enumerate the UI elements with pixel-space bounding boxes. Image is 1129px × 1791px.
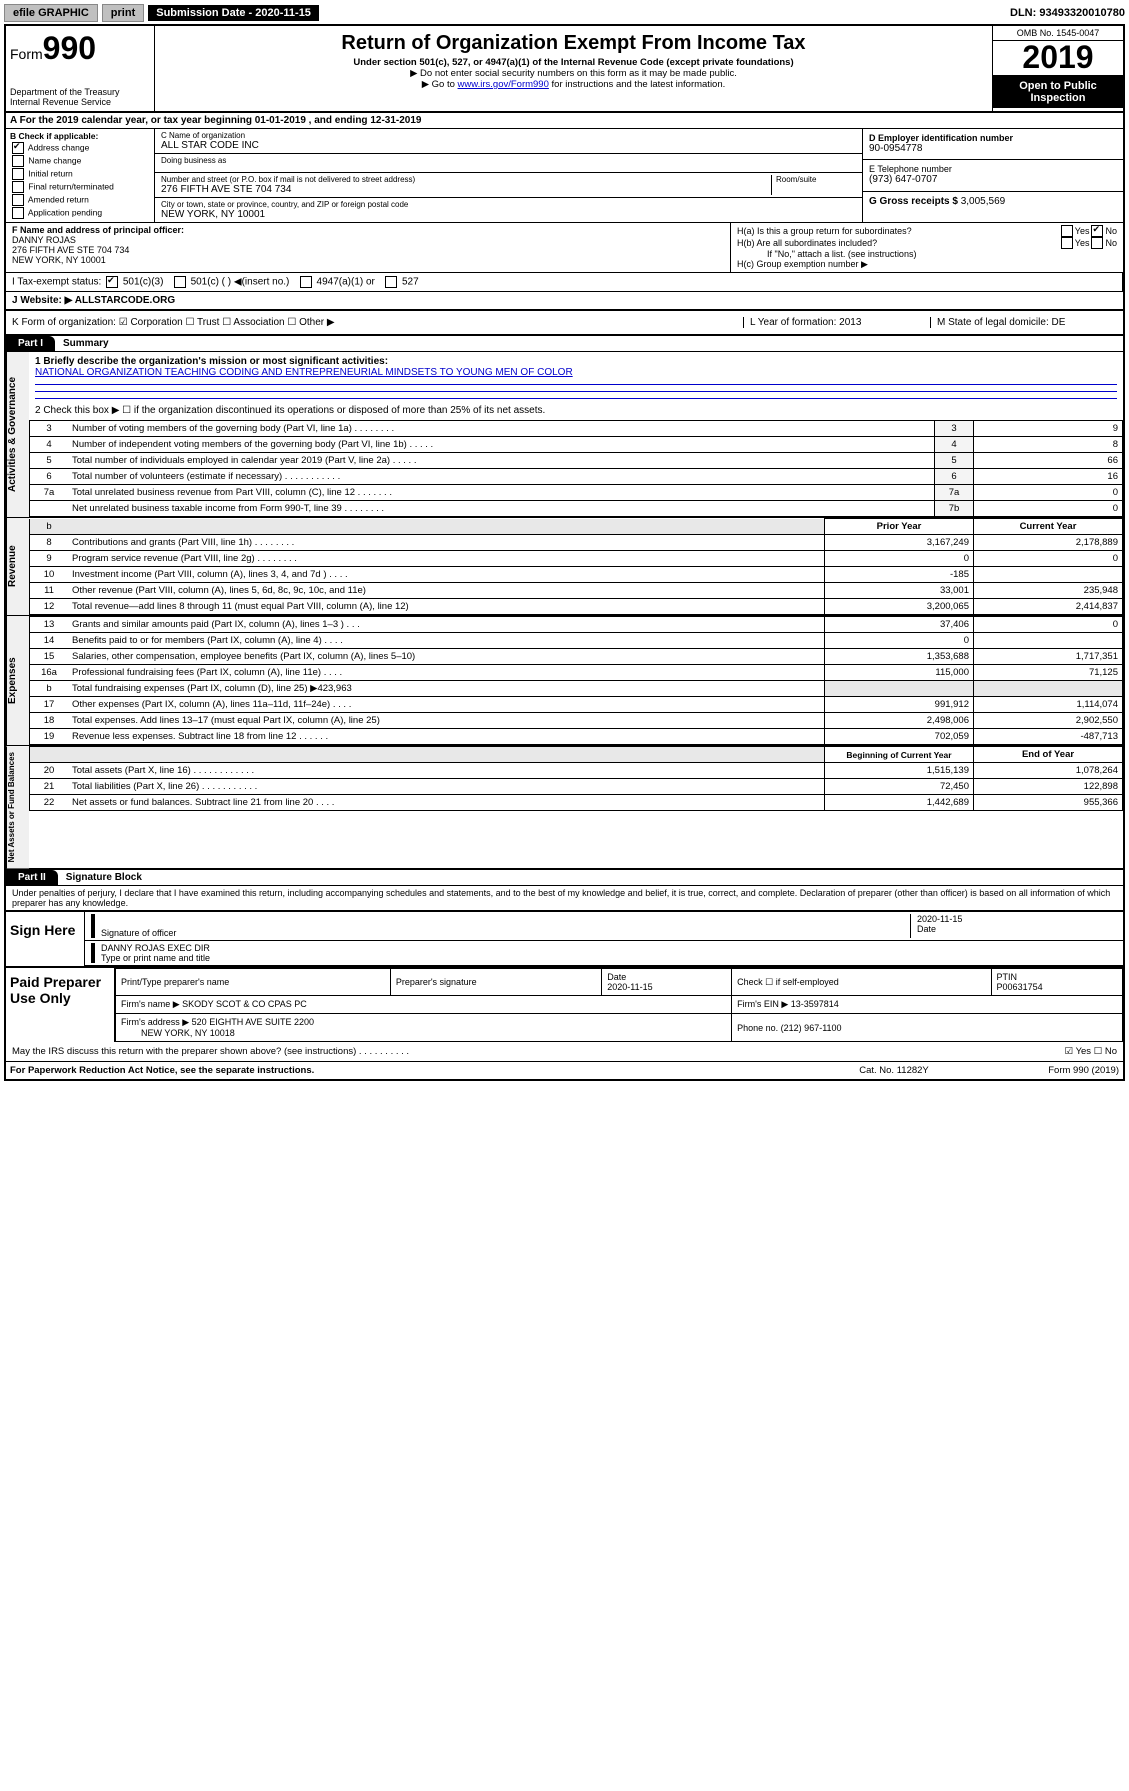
sign-here-label: Sign Here	[6, 912, 85, 966]
vtab-revenue: Revenue	[6, 518, 29, 615]
sig-officer-label: Signature of officer	[101, 928, 910, 938]
row-l-year: L Year of formation: 2013	[743, 317, 930, 328]
chk-name-change[interactable]: Name change	[10, 155, 150, 167]
row-k-form-org: K Form of organization: ☑ Corporation ☐ …	[12, 317, 743, 328]
website-value: ALLSTARCODE.ORG	[75, 295, 175, 306]
part2-tab: Part II	[6, 870, 58, 885]
addr-label: Number and street (or P.O. box if mail i…	[161, 175, 771, 184]
print-button[interactable]: print	[102, 4, 144, 22]
phone-label: E Telephone number	[869, 164, 1117, 174]
room-label: Room/suite	[776, 175, 856, 184]
paid-preparer-table: Print/Type preparer's namePreparer's sig…	[115, 968, 1123, 1042]
ein-label: D Employer identification number	[869, 133, 1117, 143]
row-a-period: A For the 2019 calendar year, or tax yea…	[6, 113, 1123, 129]
efile-button[interactable]: efile GRAPHIC	[4, 4, 98, 22]
gross-receipts-label: G Gross receipts $	[869, 196, 958, 207]
row-m-domicile: M State of legal domicile: DE	[930, 317, 1117, 328]
net-assets-table: Beginning of Current Year End of Year 20…	[29, 746, 1123, 811]
form-title: Return of Organization Exempt From Incom…	[159, 32, 988, 55]
mission-text: NATIONAL ORGANIZATION TEACHING CODING AN…	[35, 367, 1117, 378]
form-number: Form990	[10, 30, 150, 67]
form-header: Form990 Department of the Treasury Inter…	[6, 26, 1123, 113]
revenue-table: b Prior Year Current Year 8Contributions…	[29, 518, 1123, 615]
submission-date: Submission Date - 2020-11-15	[148, 5, 319, 21]
chk-initial-return[interactable]: Initial return	[10, 168, 150, 180]
q2-text: 2 Check this box ▶ ☐ if the organization…	[35, 405, 1117, 416]
city-label: City or town, state or province, country…	[161, 200, 856, 209]
chk-amended[interactable]: Amended return	[10, 194, 150, 206]
irs-link[interactable]: www.irs.gov/Form990	[458, 79, 549, 90]
open-public-badge: Open to Public Inspection	[993, 76, 1123, 108]
part1-tab: Part I	[6, 336, 55, 351]
q1-label: 1 Briefly describe the organization's mi…	[35, 356, 1117, 367]
officer-typed-name: DANNY ROJAS EXEC DIR	[101, 943, 1117, 953]
discuss-question: May the IRS discuss this return with the…	[12, 1046, 409, 1057]
dln-label: DLN: 93493320010780	[1010, 7, 1125, 19]
officer-typed-label: Type or print name and title	[101, 953, 1117, 963]
org-name-label: C Name of organization	[161, 131, 856, 140]
org-name: ALL STAR CODE INC	[161, 140, 856, 151]
sig-date-label: Date	[917, 924, 1117, 934]
part1-title: Summary	[55, 338, 109, 349]
footer-catno: Cat. No. 11282Y	[819, 1065, 969, 1076]
vtab-governance: Activities & Governance	[6, 352, 29, 517]
ein-value: 90-0954778	[869, 143, 1117, 154]
vtab-expenses: Expenses	[6, 616, 29, 745]
hc-label: H(c) Group exemption number ▶	[737, 259, 1117, 270]
discuss-answer: ☑ Yes ☐ No	[1065, 1046, 1117, 1057]
block-b-c-d: B Check if applicable: Address change Na…	[6, 129, 1123, 223]
officer-label: F Name and address of principal officer:	[12, 225, 724, 235]
governance-table: 3Number of voting members of the governi…	[29, 420, 1123, 517]
tax-year: 2019	[993, 41, 1123, 76]
dba-label: Doing business as	[161, 156, 856, 165]
vtab-net-assets: Net Assets or Fund Balances	[6, 746, 29, 868]
city-state-zip: NEW YORK, NY 10001	[161, 209, 856, 220]
officer-addr1: 276 FIFTH AVE STE 704 734	[12, 245, 724, 255]
header-sub2: ▶ Do not enter social security numbers o…	[159, 68, 988, 79]
chk-address-change[interactable]: Address change	[10, 142, 150, 154]
footer-paperwork: For Paperwork Reduction Act Notice, see …	[10, 1065, 819, 1076]
hb-note: If "No," attach a list. (see instruction…	[737, 249, 1117, 259]
header-sub3: ▶ Go to www.irs.gov/Form990 for instruct…	[159, 79, 988, 90]
officer-name: DANNY ROJAS	[12, 235, 724, 245]
form-frame: Form990 Department of the Treasury Inter…	[4, 24, 1125, 1081]
part2-title: Signature Block	[58, 872, 142, 883]
hb-label: H(b) Are all subordinates included?	[737, 238, 1059, 248]
perjury-text: Under penalties of perjury, I declare th…	[6, 886, 1123, 910]
dept-treasury: Department of the Treasury	[10, 87, 150, 97]
website-label: J Website: ▶	[12, 295, 72, 306]
street-address: 276 FIFTH AVE STE 704 734	[161, 184, 771, 195]
ha-label: H(a) Is this a group return for subordin…	[737, 226, 1059, 236]
expenses-table: 13Grants and similar amounts paid (Part …	[29, 616, 1123, 745]
sig-date: 2020-11-15	[917, 914, 1117, 924]
officer-addr2: NEW YORK, NY 10001	[12, 255, 724, 265]
box-b-checkboxes: B Check if applicable: Address change Na…	[6, 129, 155, 222]
chk-501c3[interactable]	[106, 276, 118, 288]
row-i-tax-status: I Tax-exempt status: 501(c)(3) 501(c) ( …	[6, 273, 1123, 291]
footer-form: Form 990 (2019)	[969, 1065, 1119, 1076]
chk-final-return[interactable]: Final return/terminated	[10, 181, 150, 193]
top-toolbar: efile GRAPHIC print Submission Date - 20…	[4, 4, 1125, 22]
paid-preparer-label: Paid Preparer Use Only	[6, 968, 114, 1042]
chk-application-pending[interactable]: Application pending	[10, 207, 150, 219]
gross-receipts-value: 3,005,569	[961, 196, 1006, 207]
phone-value: (973) 647-0707	[869, 174, 1117, 185]
dept-irs: Internal Revenue Service	[10, 97, 150, 107]
header-sub1: Under section 501(c), 527, or 4947(a)(1)…	[159, 57, 988, 68]
